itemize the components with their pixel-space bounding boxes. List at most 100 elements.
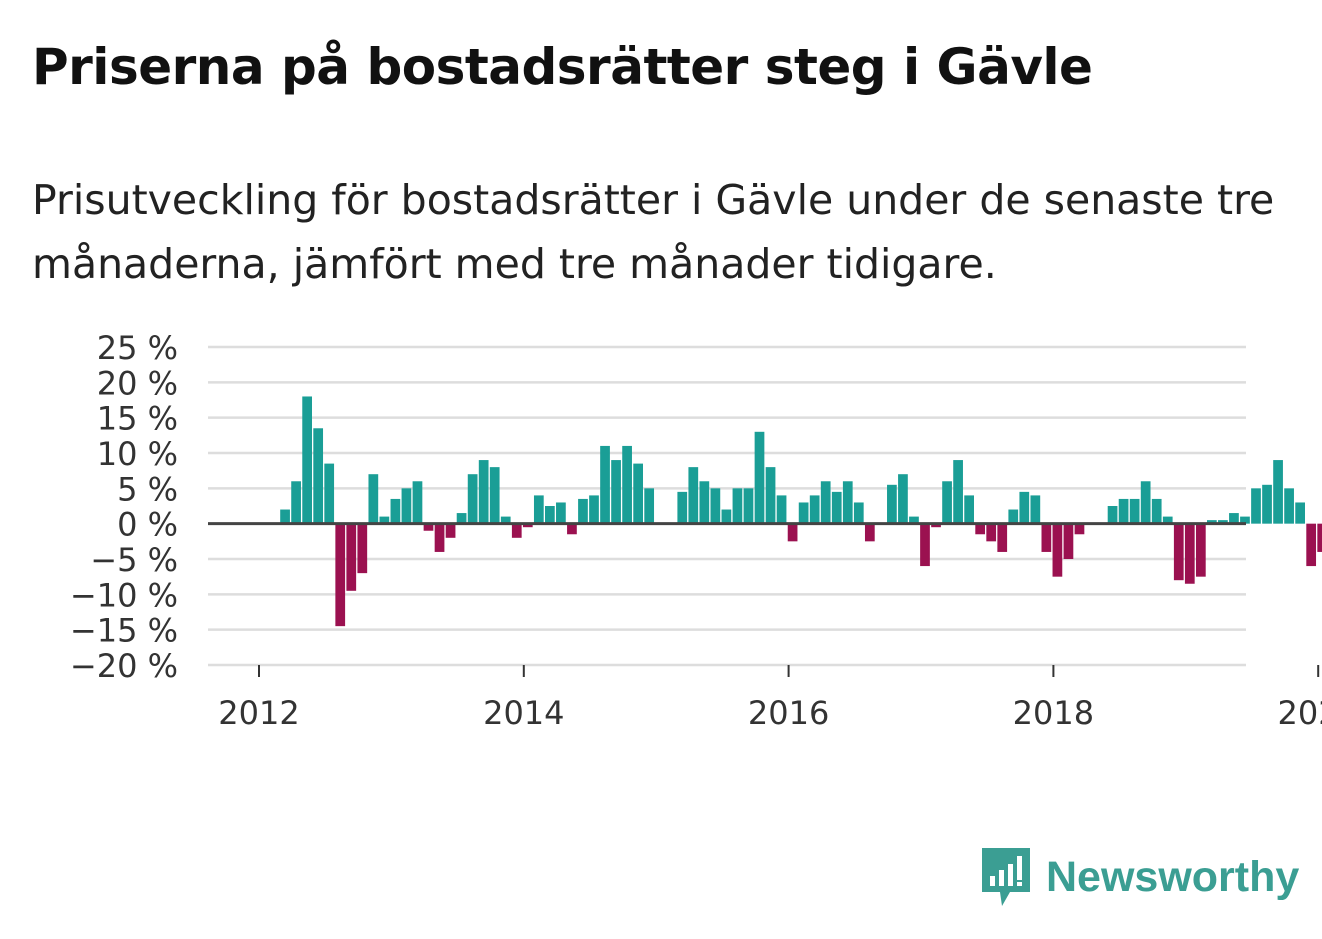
- bar: [379, 516, 390, 524]
- bar: [346, 523, 357, 591]
- bar: [489, 467, 500, 524]
- bar: [798, 502, 809, 524]
- bar: [1251, 488, 1261, 524]
- bar: [1240, 516, 1250, 524]
- bar: [710, 488, 721, 524]
- y-tick-label: −20 %: [70, 647, 178, 685]
- bar: [1306, 523, 1317, 567]
- bar: [831, 491, 842, 524]
- bar: [434, 523, 445, 552]
- bar: [324, 463, 335, 524]
- y-tick-label: 25 %: [97, 329, 178, 367]
- bar: [578, 498, 588, 524]
- bar: [787, 523, 798, 542]
- chart-title: Priserna på bostadsrätter steg i Gävle: [32, 38, 1093, 96]
- bar: [1151, 498, 1162, 524]
- bar: [953, 460, 963, 524]
- bar: [754, 431, 765, 524]
- bar: [1041, 523, 1052, 552]
- bar: [622, 445, 632, 524]
- bar: [1063, 523, 1074, 559]
- bar: [677, 491, 688, 524]
- bar: [511, 523, 522, 538]
- bar: [975, 523, 986, 535]
- bar: [743, 488, 754, 524]
- x-tick-label: 2012: [218, 694, 299, 732]
- bar: [1207, 520, 1217, 524]
- bar: [1218, 520, 1228, 524]
- bar: [1284, 488, 1294, 524]
- bar: [600, 445, 610, 524]
- y-tick-label: 5 %: [117, 470, 178, 508]
- bar: [986, 523, 997, 542]
- bar: [478, 460, 489, 524]
- bar: [633, 463, 643, 524]
- bar: [390, 498, 401, 524]
- bar: [1317, 523, 1322, 552]
- bar: [732, 488, 743, 524]
- gridlines: [208, 345, 1246, 667]
- bar: [1273, 460, 1283, 524]
- bar: [423, 523, 434, 531]
- bar: [291, 481, 301, 524]
- y-tick-label: 10 %: [97, 435, 178, 473]
- bar: [1195, 523, 1206, 577]
- bar: [765, 467, 776, 524]
- y-axis-labels: 25 %20 %15 %10 %5 %0 %−5 %−10 %−15 %−20 …: [70, 329, 178, 685]
- y-tick-label: 0 %: [117, 506, 178, 544]
- bar: [898, 474, 908, 524]
- bar: [1162, 516, 1173, 524]
- bar: [776, 495, 787, 524]
- x-tick-label: 2020: [1277, 694, 1322, 732]
- bar: [445, 523, 456, 538]
- bar-chart-speech-bubble-icon: [982, 848, 1030, 906]
- bar: [1184, 523, 1195, 584]
- x-tick-label: 2016: [748, 694, 829, 732]
- bar: [335, 523, 346, 627]
- bar: [456, 513, 467, 524]
- bar: [644, 488, 655, 524]
- price-change-chart: 25 %20 %15 %10 %5 %0 %−5 %−10 %−15 %−20 …: [70, 329, 1322, 732]
- bar: [809, 495, 820, 524]
- bar: [1262, 484, 1272, 524]
- bar: [721, 509, 732, 524]
- bar: [699, 481, 710, 524]
- bar: [567, 523, 577, 535]
- bar: [533, 495, 544, 524]
- bar: [1173, 523, 1184, 581]
- bar: [302, 396, 312, 524]
- x-tick-label: 2014: [483, 694, 564, 732]
- bar: [887, 484, 897, 524]
- bar: [589, 495, 599, 524]
- bar: [280, 509, 290, 524]
- bar: [556, 502, 566, 524]
- bar: [1030, 495, 1041, 524]
- bar: [313, 428, 324, 524]
- bar: [909, 516, 919, 524]
- bar: [1107, 506, 1118, 524]
- bar: [1140, 481, 1151, 524]
- bar: [1008, 509, 1019, 524]
- bar: [401, 488, 412, 524]
- bar: [964, 495, 974, 524]
- y-tick-label: −15 %: [70, 612, 178, 650]
- bar: [357, 523, 368, 574]
- bar: [853, 502, 864, 524]
- bar: [1295, 502, 1305, 524]
- y-tick-label: 15 %: [97, 400, 178, 438]
- y-tick-label: −5 %: [90, 541, 178, 579]
- x-tick-label: 2018: [1013, 694, 1094, 732]
- bar: [500, 516, 511, 524]
- bar: [942, 481, 952, 524]
- bar: [1052, 523, 1063, 577]
- brand-name: Newsworthy: [1046, 852, 1300, 901]
- bar: [820, 481, 831, 524]
- x-axis-labels: 20122014201620182020202220242026: [218, 665, 1322, 732]
- bar: [842, 481, 853, 524]
- bar: [920, 523, 930, 567]
- bar: [931, 523, 941, 528]
- bar: [368, 474, 379, 524]
- bar: [1118, 498, 1129, 524]
- y-tick-label: −10 %: [70, 576, 178, 614]
- bar: [997, 523, 1008, 552]
